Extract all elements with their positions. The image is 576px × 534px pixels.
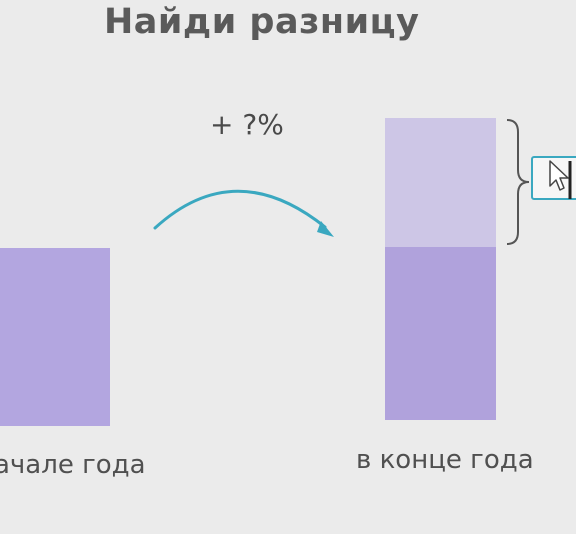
end-of-year-base-segment: [385, 247, 496, 420]
start-of-year-bar: [0, 248, 110, 426]
page-title: Найди разницу: [104, 2, 420, 42]
end-of-year-label: в конце года: [356, 445, 534, 475]
increase-segment: [385, 118, 496, 247]
start-of-year-label: ачале года: [0, 450, 146, 480]
percent-change-label: + ?%: [210, 108, 284, 141]
curved-arrow-icon: [153, 189, 334, 237]
right-brace-icon: [506, 119, 530, 245]
mouse-cursor-icon: [549, 160, 572, 199]
